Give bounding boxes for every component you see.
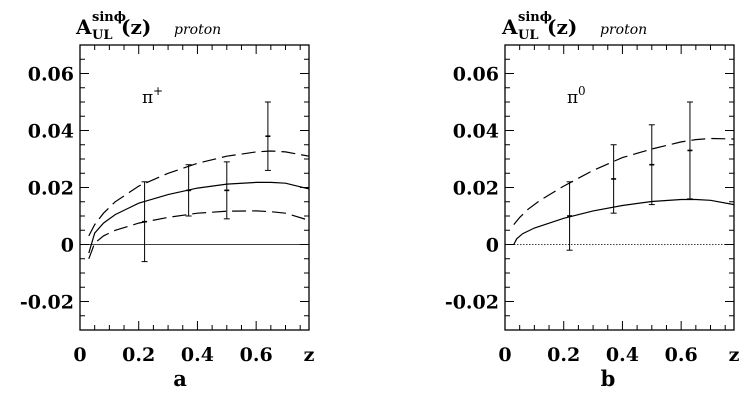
series-line-dashed-0 bbox=[88, 150, 310, 237]
series-line-solid-1 bbox=[88, 181, 310, 254]
y-tick-label: 0 bbox=[61, 235, 74, 257]
y-tick-label: 0.04 bbox=[453, 121, 499, 143]
x-tick-label: 0 bbox=[498, 344, 511, 366]
y-axis-label-sub: UL bbox=[92, 28, 112, 43]
y-tick-label: -0.02 bbox=[20, 292, 74, 314]
x-tick-label: 0 bbox=[73, 344, 86, 366]
x-tick-label: 0.2 bbox=[547, 344, 580, 366]
series-annotation-sup: + bbox=[153, 84, 163, 98]
y-axis-label-sup: sinϕ bbox=[92, 10, 126, 25]
panel-label: a bbox=[173, 366, 187, 391]
series-annotation: π bbox=[567, 88, 578, 108]
chart-panel-a: -0.02 0 0.02 0.04 0.06 0 0.2 0.4 0.6 z A sinϕ UL (z) p… bbox=[20, 10, 315, 391]
y-axis-label-sub: UL bbox=[518, 28, 538, 43]
y-axis-label: A bbox=[75, 15, 92, 39]
x-tick-label: 0.2 bbox=[122, 344, 155, 366]
x-axis-label: z bbox=[729, 344, 740, 366]
x-axis-label: z bbox=[304, 344, 315, 366]
y-tick-label: -0.02 bbox=[445, 292, 499, 314]
series-line-dashed-0 bbox=[513, 137, 735, 225]
y-axis-label-note: proton bbox=[600, 22, 647, 38]
y-tick-label: 0.02 bbox=[453, 178, 499, 200]
series-line-solid-1 bbox=[513, 198, 735, 245]
y-tick-label: 0.02 bbox=[28, 178, 74, 200]
y-tick-label: 0.06 bbox=[28, 64, 74, 86]
series-annotation: π bbox=[142, 88, 153, 108]
x-tick-label: 0.6 bbox=[240, 344, 273, 366]
series-line-dashed-2 bbox=[88, 210, 310, 260]
x-tick-label: 0.4 bbox=[606, 344, 639, 366]
y-axis-label-suffix: (z) bbox=[121, 15, 151, 39]
plot-frame bbox=[79, 44, 310, 331]
y-axis-label-note: proton bbox=[174, 22, 221, 38]
chart-panel-b: -0.02 0 0.02 0.04 0.06 0 0.2 0.4 0.6 z A sinϕ UL (z) p… bbox=[445, 10, 740, 391]
y-axis-label-suffix: (z) bbox=[547, 15, 577, 39]
panel-label: b bbox=[601, 366, 616, 391]
y-tick-label: 0 bbox=[486, 235, 499, 257]
y-tick-label: 0.06 bbox=[453, 64, 499, 86]
y-axis-label: A bbox=[501, 15, 518, 39]
plot-frame bbox=[504, 44, 735, 331]
x-tick-label: 0.4 bbox=[181, 344, 214, 366]
x-tick-label: 0.6 bbox=[665, 344, 698, 366]
series-annotation-sup: 0 bbox=[578, 84, 586, 98]
y-axis-label-sup: sinϕ bbox=[518, 10, 552, 25]
y-tick-label: 0.04 bbox=[28, 121, 74, 143]
